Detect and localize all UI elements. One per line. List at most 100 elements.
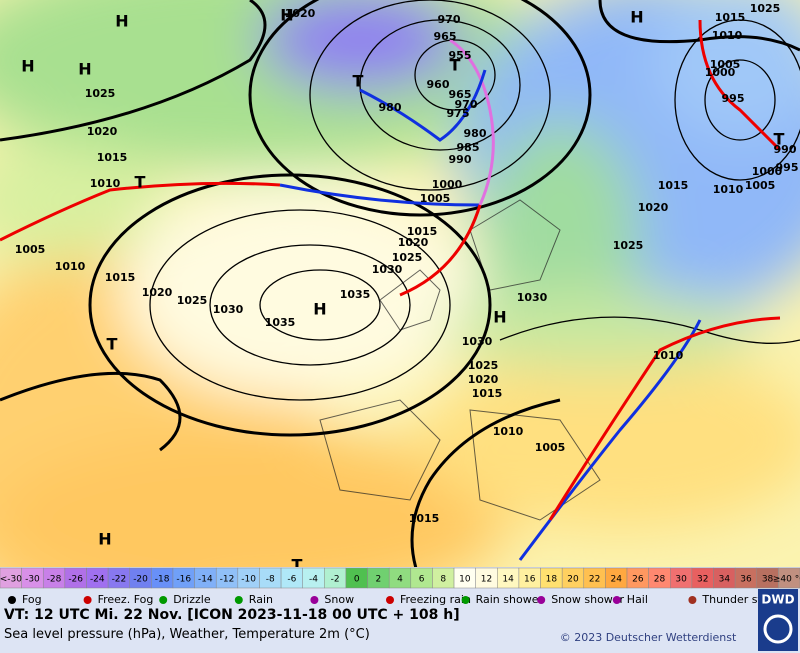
isobar-label: 1005 xyxy=(535,441,566,454)
scale-label: 30 xyxy=(675,575,687,585)
isobar-label: 1015 xyxy=(97,151,128,164)
isobar-label: 1000 xyxy=(705,66,736,79)
isobar-label: 965 xyxy=(434,30,457,43)
logo-icon xyxy=(763,614,793,644)
isobar-label: 1020 xyxy=(638,201,669,214)
pressure-center: H xyxy=(78,60,91,79)
scale-label: 16 xyxy=(524,575,536,585)
pressure-center: T xyxy=(107,335,118,354)
scale-label: ≥40 °C xyxy=(773,575,800,585)
isobar-label: 1010 xyxy=(55,260,86,273)
weather-label: Drizzle xyxy=(173,593,211,606)
weather-label: Snow xyxy=(324,593,354,606)
isobar-label: 1020 xyxy=(398,236,429,249)
isobar-label: 975 xyxy=(447,107,470,120)
isobar-label: 1035 xyxy=(265,316,296,329)
isobar-label: 995 xyxy=(722,92,745,105)
scale-label: -14 xyxy=(198,575,213,585)
scale-label: -8 xyxy=(266,575,275,585)
pressure-center: T xyxy=(353,72,364,91)
isobar-label: 1010 xyxy=(712,29,743,42)
weather-icon xyxy=(461,596,470,604)
scale-label: 10 xyxy=(459,575,471,585)
scale-label: -12 xyxy=(220,575,235,585)
scale-label: -4 xyxy=(309,575,318,585)
temperature-field xyxy=(0,0,800,567)
isobar-label: 1005 xyxy=(420,192,451,205)
isobar-label: 1025 xyxy=(85,87,116,100)
isobar-label: 1030 xyxy=(517,291,548,304)
pressure-center: T xyxy=(450,56,461,75)
scale-label: 22 xyxy=(589,575,600,585)
weather-icon xyxy=(83,596,92,604)
isobar-label: 1015 xyxy=(105,271,136,284)
scale-label: 2 xyxy=(376,575,382,585)
pressure-center: T xyxy=(774,130,785,149)
scale-label: 12 xyxy=(481,575,492,585)
isobar-label: 1015 xyxy=(472,387,503,400)
pressure-center: H xyxy=(313,300,326,319)
weather-label: Freez. Fog xyxy=(98,593,154,606)
scale-label: 4 xyxy=(397,575,403,585)
weather-icon xyxy=(310,596,319,604)
isobar-label: 1015 xyxy=(407,225,438,238)
scale-label: -16 xyxy=(176,575,191,585)
isobar-label: 1025 xyxy=(750,2,781,15)
pressure-center: H xyxy=(21,57,34,76)
isobar-label: 990 xyxy=(774,143,797,156)
isobar-label: 1005 xyxy=(710,58,741,71)
isobar-label: 1005 xyxy=(15,243,46,256)
isobar-label: 1025 xyxy=(613,239,644,252)
isobar-label: 1015 xyxy=(715,11,746,24)
scale-label: -2 xyxy=(331,575,340,585)
scale-label: 0 xyxy=(354,575,360,585)
scale-label: 18 xyxy=(546,575,558,585)
scale-label: 14 xyxy=(502,575,514,585)
isobar-label: 1025 xyxy=(392,251,423,264)
scale-label: 8 xyxy=(440,575,446,585)
isobar-label: 995 xyxy=(776,161,799,174)
weather-icon xyxy=(688,596,697,604)
pressure-center: H xyxy=(115,12,128,31)
isobar-label: 970 xyxy=(455,98,478,111)
weather-label: Snow shower xyxy=(551,593,624,606)
isobar-label: 1010 xyxy=(653,349,684,362)
isobar-label: 990 xyxy=(449,153,472,166)
copyright: © 2023 Deutscher Wetterdienst xyxy=(560,631,737,644)
isobar-label: 965 xyxy=(449,88,472,101)
map: 1020 970965955960965970975980985990100010… xyxy=(0,0,800,567)
weather-label: Rain xyxy=(249,593,273,606)
weather-label: Rain shower xyxy=(476,593,544,606)
isobar-label: 960 xyxy=(427,78,450,91)
isobar-label: 1010 xyxy=(90,177,121,190)
isobar-label: 1025 xyxy=(177,294,208,307)
pressure-center: H xyxy=(280,6,293,25)
scale-label: -22 xyxy=(112,575,127,585)
isobars xyxy=(0,0,800,567)
scale-label: -28 xyxy=(47,575,62,585)
scale-label: -10 xyxy=(241,575,256,585)
isobar-label: 1000 xyxy=(432,178,463,191)
scale-label: <-30 xyxy=(0,575,22,585)
scale-label: 26 xyxy=(632,575,644,585)
weather-icon xyxy=(612,596,621,604)
scale-label: 20 xyxy=(567,575,579,585)
isobar-label: 1030 xyxy=(213,303,244,316)
weather-icon xyxy=(537,596,546,604)
isobar-label: 980 xyxy=(464,127,487,140)
pressure-center: H xyxy=(630,8,643,27)
isobar-label: 1030 xyxy=(372,263,403,276)
scale-label: 28 xyxy=(654,575,666,585)
isobar-label: 970 xyxy=(438,13,461,26)
isobar-label: 1020 xyxy=(468,373,499,386)
weather-icon xyxy=(386,596,394,604)
weather-icon xyxy=(159,596,168,604)
pressure-center: H xyxy=(493,308,506,327)
weather-icon xyxy=(8,596,16,604)
pressure-center: T xyxy=(292,556,303,568)
weather-icon xyxy=(234,596,243,604)
weather-label: Hail xyxy=(627,593,648,606)
scale-label: 36 xyxy=(740,575,752,585)
isobar-label: 1030 xyxy=(462,335,493,348)
